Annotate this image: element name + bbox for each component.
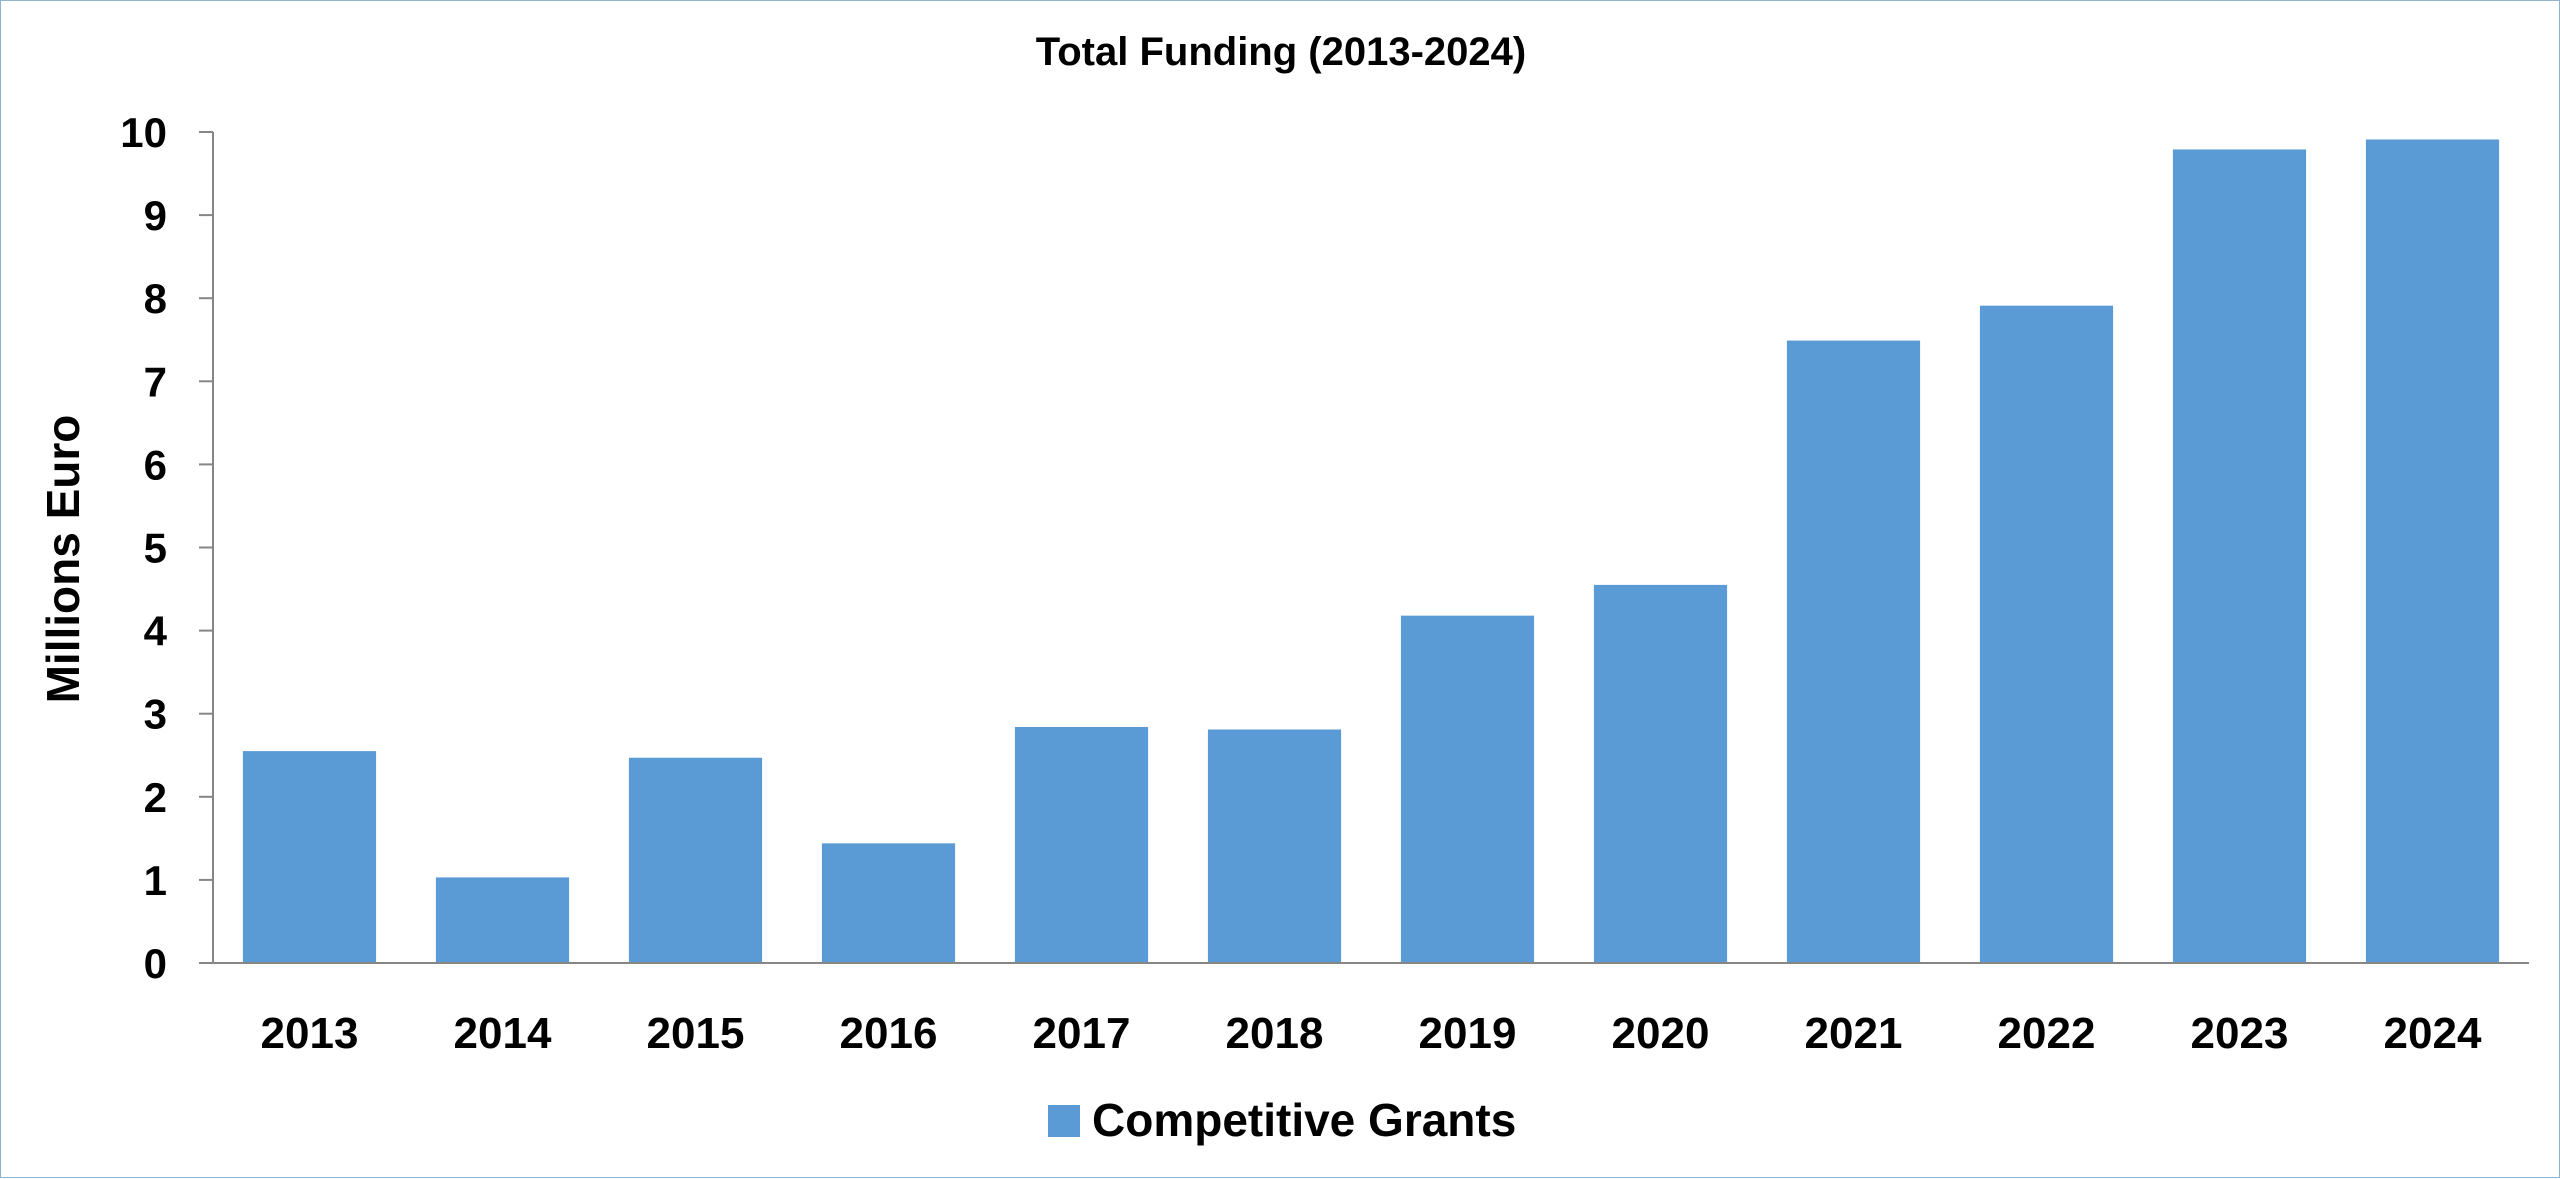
bar-2023 [2172, 149, 2307, 964]
bar-2024 [2365, 139, 2500, 963]
bar-2015 [628, 757, 763, 963]
y-tick-label: 2 [144, 774, 167, 821]
legend-swatch [1048, 1105, 1080, 1137]
bar-2021 [1786, 340, 1921, 963]
x-tick-label: 2014 [454, 1009, 552, 1058]
bar-2018 [1207, 729, 1342, 963]
x-tick-label: 2013 [261, 1009, 359, 1058]
y-tick-label: 10 [120, 109, 167, 156]
chart-title: Total Funding (2013-2024) [1036, 30, 1526, 74]
x-tick-label: 2022 [1998, 1009, 2096, 1058]
y-tick-label: 9 [144, 192, 167, 239]
bar-2013 [242, 751, 377, 963]
bar-2019 [1400, 615, 1535, 963]
x-tick-label: 2018 [1226, 1009, 1324, 1058]
bar-2022 [1979, 305, 2114, 964]
y-tick-label: 3 [144, 691, 167, 738]
bar-2017 [1014, 726, 1149, 963]
y-tick-label: 7 [144, 358, 167, 405]
legend-label: Competitive Grants [1092, 1094, 1516, 1146]
x-tick-label: 2020 [1612, 1009, 1710, 1058]
x-tick-label: 2017 [1033, 1009, 1131, 1058]
x-tick-label: 2023 [2191, 1009, 2289, 1058]
bars-group [242, 139, 2500, 964]
x-tick-label: 2021 [1805, 1009, 1903, 1058]
y-axis-label: Millions Euro [37, 415, 89, 704]
y-tick-label: 8 [144, 275, 167, 322]
x-tick-label: 2015 [647, 1009, 745, 1058]
x-tick-label: 2024 [2384, 1009, 2482, 1058]
bar-2014 [435, 877, 570, 963]
y-axis-ticks: 0 1 2 3 4 5 6 7 8 9 10 [120, 109, 213, 987]
x-axis-ticks: 2013 2014 2015 2016 2017 2018 2019 2020 2021 2022… [261, 1009, 2482, 1058]
y-tick-label: 6 [144, 441, 167, 488]
y-tick-label: 1 [144, 857, 167, 904]
y-tick-label: 5 [144, 525, 167, 572]
legend: Competitive Grants [1048, 1094, 1516, 1146]
y-tick-label: 4 [144, 608, 168, 655]
y-tick-label: 0 [144, 940, 167, 987]
bar-2020 [1593, 584, 1728, 963]
bar-2016 [821, 843, 956, 963]
x-tick-label: 2019 [1419, 1009, 1517, 1058]
x-tick-label: 2016 [840, 1009, 938, 1058]
